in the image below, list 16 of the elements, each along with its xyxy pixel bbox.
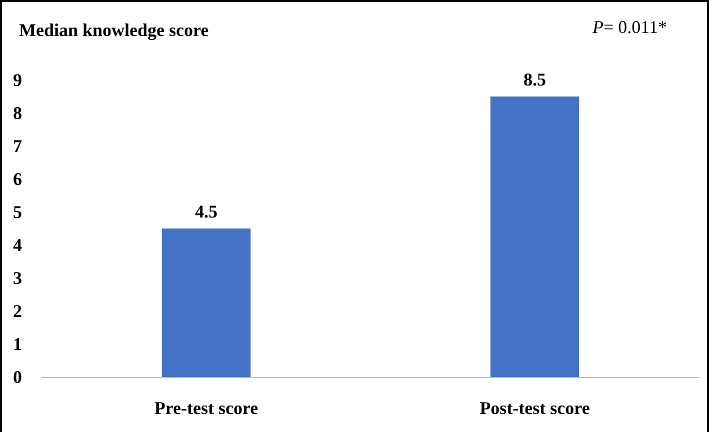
y-tick-label: 0 xyxy=(13,367,22,387)
y-tick-label: 4 xyxy=(13,235,22,255)
y-tick-label: 5 xyxy=(13,202,22,222)
y-tick-label: 1 xyxy=(13,334,22,354)
data-label: 8.5 xyxy=(524,70,546,90)
y-tick-label: 8 xyxy=(13,103,22,123)
y-tick-label: 6 xyxy=(13,169,22,189)
y-tick-label: 3 xyxy=(13,268,22,288)
data-label: 4.5 xyxy=(195,202,218,222)
x-tick-label: Post-test score xyxy=(480,398,590,418)
x-tick-label: Pre-test score xyxy=(154,398,258,418)
y-tick-label: 9 xyxy=(13,70,22,90)
chart-title: Median knowledge score xyxy=(19,20,209,40)
y-tick-label: 2 xyxy=(13,301,22,321)
text: P= 0.011* xyxy=(592,17,667,37)
y-tick-label: 7 xyxy=(13,136,22,156)
